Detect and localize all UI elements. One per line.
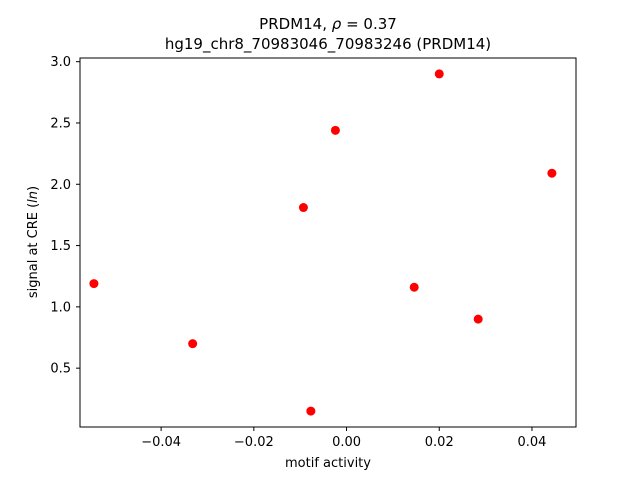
y-tick-label: 0.5 xyxy=(50,362,71,377)
x-tick-label: 0.00 xyxy=(332,435,361,450)
x-tick-label: −0.04 xyxy=(141,435,181,450)
data-point xyxy=(306,406,316,416)
data-point xyxy=(547,168,557,178)
data-point xyxy=(473,314,483,324)
data-point xyxy=(188,339,198,349)
x-tick-label: 0.04 xyxy=(517,435,546,450)
data-point xyxy=(330,125,340,135)
chart-title: PRDM14, ρ = 0.37 xyxy=(259,15,397,33)
data-points xyxy=(89,69,557,416)
x-axis: −0.04 −0.02 0.00 0.02 0.04 xyxy=(141,427,546,450)
chart-subtitle: hg19_chr8_70983046_70983246 (PRDM14) xyxy=(165,35,491,54)
data-point xyxy=(298,203,308,213)
x-tick-label: −0.02 xyxy=(234,435,274,450)
plot-area xyxy=(79,57,577,428)
x-axis-label: motif activity xyxy=(285,456,371,471)
data-point xyxy=(409,282,419,292)
y-tick-label: 2.0 xyxy=(50,178,71,193)
y-tick-label: 1.5 xyxy=(50,239,71,254)
y-tick-label: 3.0 xyxy=(50,55,71,70)
y-tick-label: 2.5 xyxy=(50,116,71,131)
x-tick-label: 0.02 xyxy=(425,435,454,450)
y-axis: 0.5 1.0 1.5 2.0 2.5 3.0 xyxy=(50,55,80,377)
y-axis-label: signal at CRE (ln) xyxy=(26,186,41,298)
data-point xyxy=(89,279,99,289)
data-point xyxy=(434,69,444,79)
y-tick-label: 1.0 xyxy=(50,300,71,315)
